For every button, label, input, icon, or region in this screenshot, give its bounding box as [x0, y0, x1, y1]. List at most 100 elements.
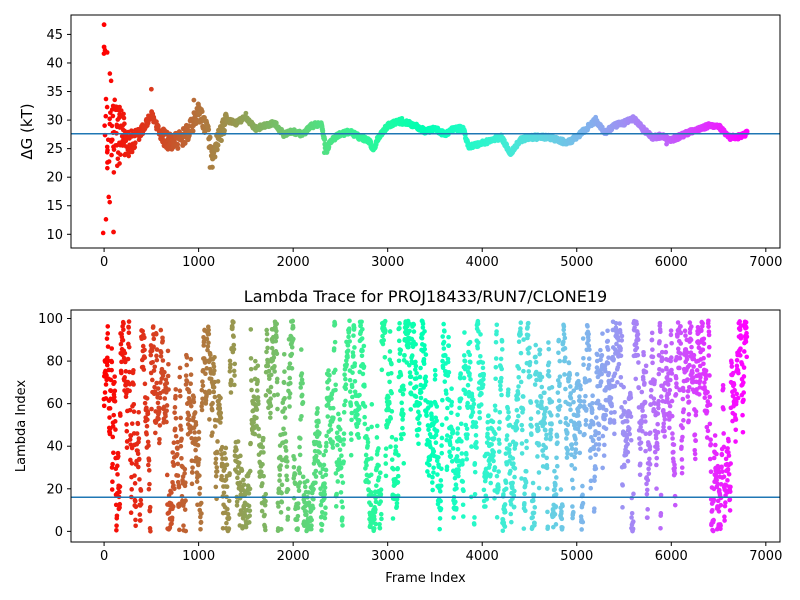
lambda-point — [672, 502, 678, 508]
lambda-point — [399, 400, 404, 406]
lambda-point — [646, 466, 651, 472]
lambda-point — [332, 339, 338, 345]
lambda-point — [178, 427, 184, 432]
lambda-point — [126, 319, 132, 324]
lambda-point — [155, 386, 161, 391]
lambda-point — [559, 509, 564, 514]
lambda-point — [518, 350, 524, 356]
lambda-point — [434, 418, 439, 424]
lambda-point — [546, 346, 552, 352]
lambda-point — [587, 347, 592, 352]
lambda-point — [113, 427, 118, 432]
lambda-point — [118, 413, 123, 418]
lambda-point — [679, 457, 685, 462]
lambda-point — [212, 424, 218, 429]
lambda-point — [544, 486, 550, 491]
lambda-point — [438, 483, 444, 489]
lambda-point — [663, 349, 669, 355]
lambda-point — [521, 368, 526, 374]
lambda-point — [388, 416, 394, 421]
lambda-point — [348, 452, 354, 458]
lambda-point — [629, 510, 635, 516]
lambda-point — [448, 410, 454, 416]
lambda-point — [441, 346, 447, 351]
lambda-point — [148, 352, 154, 358]
lambda-point — [109, 359, 115, 365]
lambda-point — [200, 367, 206, 373]
lambda-point — [362, 414, 367, 420]
lambda-point — [413, 394, 419, 400]
delta-g-point — [212, 154, 218, 160]
lambda-point — [124, 422, 129, 427]
lambda-point — [105, 324, 111, 329]
lambda-point — [172, 405, 178, 410]
lambda-point — [299, 392, 305, 398]
lambda-point — [188, 381, 193, 387]
lambda-point — [138, 501, 144, 507]
lambda-point — [445, 359, 451, 365]
lambda-point — [140, 328, 145, 334]
lambda-point — [225, 506, 230, 512]
lambda-point — [603, 412, 608, 418]
lambda-point — [248, 440, 253, 446]
lambda-point — [228, 362, 233, 367]
delta-g-y-tick-label: 15 — [46, 199, 63, 214]
lambda-point — [573, 447, 579, 452]
lambda-point — [492, 431, 498, 437]
delta-g-point — [132, 145, 138, 150]
lambda-point — [128, 457, 133, 463]
lambda-point — [445, 405, 450, 411]
lambda-point — [481, 487, 487, 493]
lambda-point — [349, 437, 354, 442]
lambda-point — [414, 371, 419, 376]
lambda-point — [581, 355, 586, 361]
lambda-point — [263, 393, 269, 398]
lambda-point — [183, 528, 189, 534]
lambda-point — [378, 491, 384, 497]
lambda-point — [313, 474, 319, 479]
lambda-point — [262, 512, 267, 518]
lambda-point — [378, 470, 383, 476]
lambda-point — [590, 393, 595, 399]
delta-g-point — [118, 152, 123, 157]
lambda-point — [142, 347, 147, 353]
lambda-point — [145, 439, 151, 445]
delta-g-point — [101, 22, 107, 28]
lambda-point — [137, 512, 143, 517]
lambda-point — [262, 502, 268, 508]
lambda-point — [322, 515, 328, 521]
lambda-point — [230, 324, 235, 330]
lambda-point — [552, 511, 558, 517]
lambda-point — [223, 445, 229, 451]
lambda-point — [644, 487, 650, 493]
lambda-point — [135, 451, 141, 457]
lambda-point — [383, 461, 389, 466]
lambda-point — [186, 389, 192, 395]
lambda-point — [516, 375, 522, 380]
lambda-point — [129, 487, 134, 492]
lambda-point — [704, 409, 710, 414]
lambda-point — [183, 498, 188, 503]
delta-g-x-tick-label: 5000 — [560, 255, 593, 270]
lambda-point — [162, 369, 167, 375]
lambda-point — [658, 525, 663, 531]
delta-g-point — [100, 230, 106, 236]
lambda-point — [478, 332, 483, 337]
lambda-point — [136, 409, 141, 415]
lambda-point — [678, 351, 683, 356]
lambda-point — [291, 464, 297, 470]
lambda-point — [395, 466, 401, 471]
lambda-point — [132, 473, 137, 478]
lambda-point — [146, 458, 152, 463]
lambda-point — [648, 430, 653, 435]
lambda-point — [401, 461, 407, 466]
lambda-point — [469, 444, 474, 449]
lambda-point — [287, 391, 293, 396]
lambda-point — [543, 445, 549, 451]
lambda-point — [596, 442, 602, 447]
lambda-point — [461, 375, 467, 381]
lambda-point — [662, 434, 667, 439]
lambda-point — [667, 403, 673, 409]
lambda-point — [520, 407, 526, 412]
lambda-point — [491, 449, 497, 455]
